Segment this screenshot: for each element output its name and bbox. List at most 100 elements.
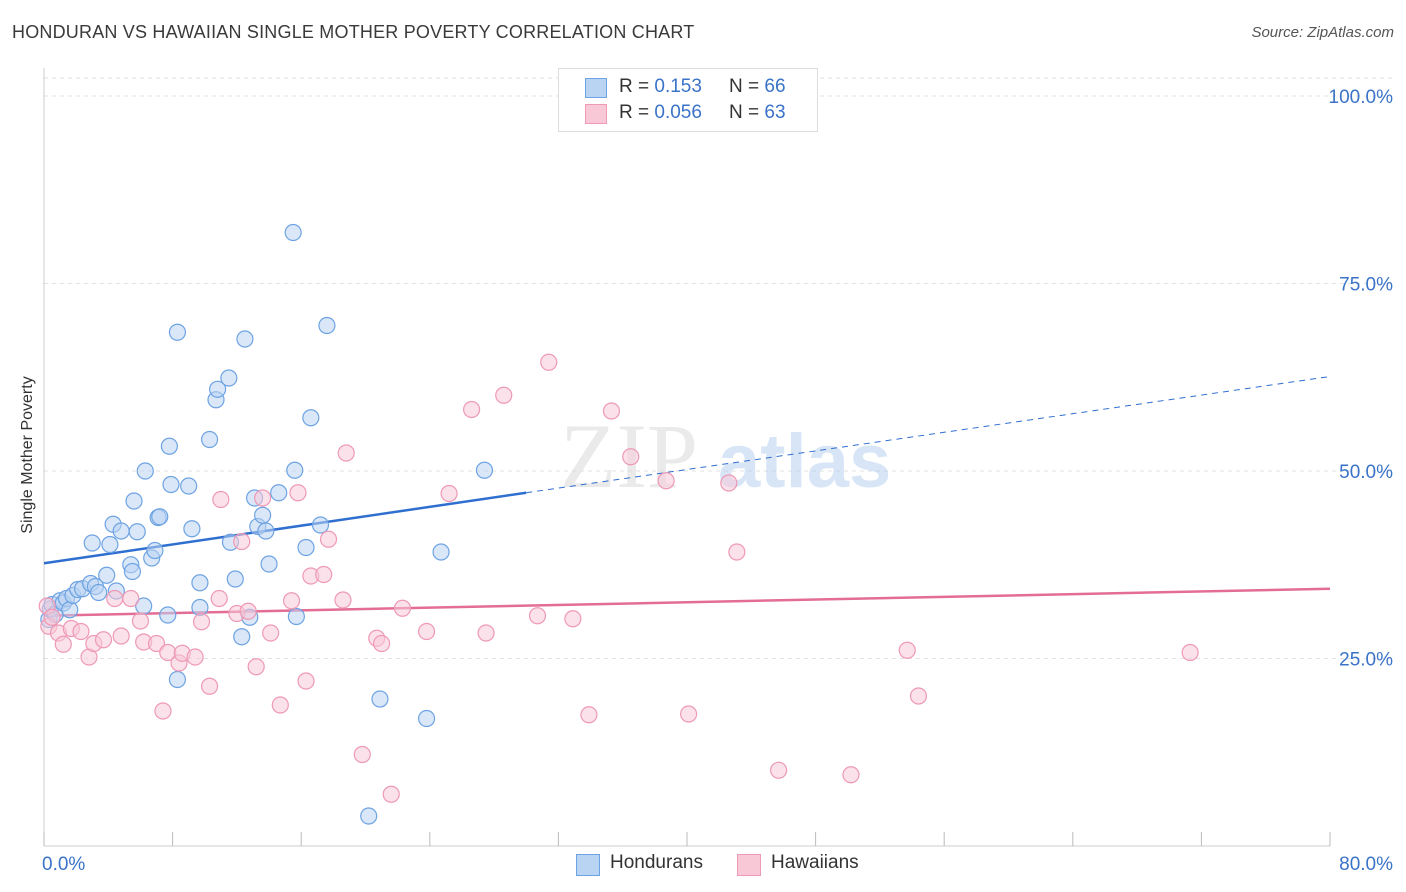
chart-title: HONDURAN VS HAWAIIAN SINGLE MOTHER POVER… — [12, 22, 695, 42]
point-hawaiians — [770, 761, 788, 779]
point-hondurans — [371, 690, 389, 708]
point-hondurans — [475, 461, 494, 479]
point-hawaiians — [898, 641, 916, 659]
point-hondurans — [297, 538, 315, 557]
point-hawaiians — [282, 592, 301, 610]
tick-label-layer: 25.0% 50.0% 75.0% 100.0% 0.0% 80.0% — [42, 87, 1393, 875]
point-hawaiians — [728, 543, 746, 561]
point-hondurans — [146, 541, 164, 560]
point-hondurans — [417, 709, 436, 728]
point-hondurans — [112, 522, 130, 540]
point-hondurans — [168, 670, 187, 689]
point-hawaiians — [680, 705, 698, 723]
point-hondurans — [257, 522, 275, 540]
legend-n-label: N = — [729, 76, 760, 97]
point-hondurans — [254, 506, 272, 524]
x-tick-label: 80.0% — [1339, 854, 1393, 875]
point-hawaiians — [147, 634, 166, 653]
point-hondurans — [286, 461, 304, 479]
point-hawaiians — [200, 677, 219, 695]
point-hondurans — [168, 323, 187, 341]
point-hondurans — [136, 462, 154, 480]
point-hawaiians — [210, 589, 228, 608]
point-hawaiians — [315, 565, 333, 584]
point-hondurans — [90, 583, 108, 602]
stats-legend: R = 0.153 N = 66 R = 0.056 N = 63 — [558, 68, 818, 132]
point-hawaiians — [112, 627, 130, 645]
point-hondurans — [302, 409, 320, 427]
point-hawaiians — [122, 589, 140, 608]
axis-layer — [43, 68, 1331, 847]
point-hawaiians — [720, 474, 738, 492]
point-hondurans — [236, 330, 254, 348]
point-hawaiians — [353, 745, 371, 764]
point-hondurans — [83, 534, 101, 552]
point-hawaiians — [382, 785, 400, 803]
point-hawaiians — [106, 589, 124, 608]
point-hawaiians — [254, 489, 272, 507]
point-hawaiians — [477, 624, 495, 642]
trendline-hondurans — [43, 491, 527, 565]
point-hawaiians — [72, 622, 90, 641]
point-hondurans — [128, 523, 146, 541]
point-hondurans — [318, 316, 336, 335]
point-hawaiians — [564, 610, 582, 628]
point-hawaiians — [528, 607, 547, 625]
point-hawaiians — [462, 400, 481, 419]
point-hondurans — [233, 628, 251, 646]
point-hondurans — [180, 477, 198, 495]
point-hondurans — [61, 601, 79, 619]
point-hondurans — [123, 562, 142, 581]
point-hondurans — [98, 566, 116, 584]
trendline-hawaiians — [43, 587, 1331, 617]
point-hawaiians — [909, 687, 928, 705]
legend-r-label: R = — [619, 76, 650, 97]
point-hondurans — [200, 430, 219, 449]
point-hawaiians — [540, 353, 558, 371]
y-tick-label: 25.0% — [1339, 650, 1393, 671]
point-hawaiians — [212, 490, 230, 509]
source-label: Source: ZipAtlas.com — [1251, 24, 1394, 41]
series-name-hawaiians: Hawaiians — [771, 852, 859, 873]
y-tick-label: 100.0% — [1329, 87, 1394, 108]
point-hawaiians — [440, 484, 458, 503]
point-hawaiians — [131, 612, 150, 630]
watermark-atlas: atlas — [718, 419, 891, 504]
point-hawaiians — [192, 613, 211, 631]
point-hawaiians — [247, 658, 265, 676]
point-hawaiians — [417, 622, 436, 641]
point-hawaiians — [239, 602, 257, 620]
point-hawaiians — [319, 530, 338, 548]
y-tick-label: 50.0% — [1339, 462, 1393, 483]
point-hawaiians — [297, 672, 315, 690]
legend-r-label: R = — [619, 102, 650, 123]
point-hawaiians — [154, 702, 172, 720]
point-hawaiians — [94, 631, 113, 649]
point-hawaiians — [186, 648, 204, 666]
point-hondurans — [151, 508, 169, 526]
point-hondurans — [162, 475, 180, 494]
point-hondurans — [284, 223, 302, 242]
point-hondurans — [311, 516, 330, 534]
point-hondurans — [260, 555, 278, 573]
legend-swatch-hondurans — [585, 78, 607, 98]
point-hondurans — [287, 607, 305, 626]
point-hondurans — [160, 437, 178, 455]
point-hondurans — [125, 492, 143, 510]
grid-layer — [44, 77, 1392, 659]
point-hawaiians — [1181, 643, 1199, 662]
legend-swatch-hawaiians — [585, 104, 607, 124]
legend-n-value-hawaiians: 63 — [764, 102, 786, 123]
point-hawaiians — [54, 635, 72, 653]
point-hondurans — [101, 535, 119, 554]
point-hondurans — [432, 543, 450, 561]
legend-n-label: N = — [729, 102, 760, 123]
point-hawaiians — [289, 484, 307, 502]
point-hawaiians — [580, 706, 598, 724]
point-hondurans — [360, 807, 378, 825]
point-hawaiians — [842, 766, 860, 784]
point-hawaiians — [372, 634, 391, 653]
point-hawaiians — [233, 532, 251, 551]
y-tick-label: 75.0% — [1339, 275, 1393, 296]
